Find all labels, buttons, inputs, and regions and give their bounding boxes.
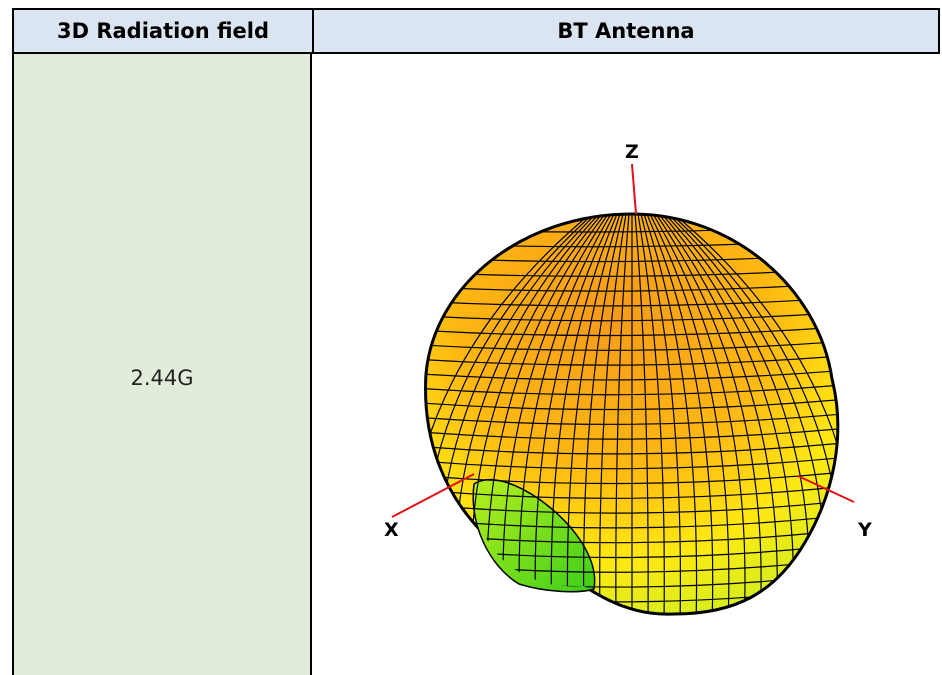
mesh-longitude-line bbox=[634, 214, 649, 615]
mesh-longitude-line bbox=[566, 214, 621, 615]
radiation-pattern-cell: Z X Y bbox=[314, 54, 940, 675]
mesh-latitude-line bbox=[425, 296, 838, 307]
x-axis-label: X bbox=[384, 519, 399, 541]
frequency-cell: 2.44G bbox=[12, 54, 312, 675]
radiation-table: 3D Radiation field BT Antenna 2.44G bbox=[12, 8, 940, 675]
mesh-latitude-line bbox=[425, 310, 838, 322]
mesh-longitude-line bbox=[425, 214, 594, 615]
z-axis-label: Z bbox=[625, 141, 639, 163]
mesh-longitude-line bbox=[640, 214, 682, 615]
header-right-text: BT Antenna bbox=[557, 19, 695, 43]
mesh-latitude-line bbox=[425, 368, 838, 381]
mesh-longitude-line bbox=[615, 214, 630, 615]
header-3d-radiation-field: 3D Radiation field bbox=[12, 8, 314, 54]
mesh-longitude-line bbox=[534, 214, 615, 615]
z-axis-line bbox=[631, 163, 637, 215]
y-axis-label: Y bbox=[857, 519, 872, 541]
mesh-longitude-line bbox=[643, 214, 698, 615]
mesh-longitude-line bbox=[673, 214, 838, 615]
mesh-longitude-line bbox=[649, 214, 730, 615]
mesh-latitude-line bbox=[425, 339, 838, 351]
mesh-latitude-line bbox=[425, 412, 838, 425]
mesh-longitude-line bbox=[655, 214, 762, 615]
mesh-longitude-line bbox=[670, 214, 838, 615]
mesh-longitude-line bbox=[652, 214, 746, 615]
mesh-latitude-line bbox=[425, 499, 838, 514]
header-bt-antenna: BT Antenna bbox=[312, 8, 940, 54]
mesh-latitude-line bbox=[425, 354, 838, 366]
mesh-latitude-line bbox=[425, 383, 838, 396]
frequency-label: 2.44G bbox=[130, 366, 194, 390]
radiation-pattern-plot: Z X Y bbox=[384, 141, 872, 616]
mesh-longitude-line bbox=[599, 214, 627, 615]
mesh-latitude-line bbox=[425, 470, 838, 485]
mesh-longitude-line bbox=[582, 214, 624, 615]
mesh-longitude-line bbox=[646, 214, 714, 615]
mesh-longitude-line bbox=[658, 214, 778, 615]
mesh-longitude-line bbox=[550, 214, 618, 615]
mesh-latitude-line bbox=[425, 484, 838, 499]
mesh-longitude-line bbox=[425, 214, 591, 615]
y-axis-line bbox=[797, 475, 855, 503]
header-left-text: 3D Radiation field bbox=[56, 19, 270, 43]
mesh-latitude-line bbox=[425, 325, 838, 337]
mesh-longitude-line bbox=[518, 214, 612, 615]
mesh-longitude-line bbox=[661, 214, 795, 615]
mesh-latitude-line bbox=[425, 455, 838, 470]
mesh-longitude-line bbox=[637, 214, 665, 615]
x-axis-line bbox=[391, 473, 475, 518]
